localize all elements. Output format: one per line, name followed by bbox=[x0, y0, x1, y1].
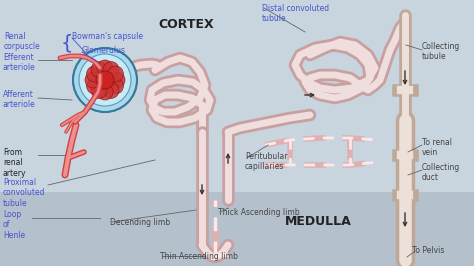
Circle shape bbox=[73, 48, 137, 112]
Circle shape bbox=[108, 66, 123, 82]
Circle shape bbox=[103, 62, 119, 78]
Circle shape bbox=[96, 71, 114, 89]
Text: Decending limb: Decending limb bbox=[110, 218, 170, 227]
Text: CORTEX: CORTEX bbox=[158, 18, 214, 31]
Text: Afferent
arteriole: Afferent arteriole bbox=[3, 90, 36, 109]
Text: Renal
corpuscle: Renal corpuscle bbox=[4, 32, 41, 51]
Text: Efferent
arteriole: Efferent arteriole bbox=[3, 53, 36, 72]
Text: Thin Ascending limb: Thin Ascending limb bbox=[160, 252, 238, 261]
Text: From
renal
artery: From renal artery bbox=[3, 148, 27, 178]
Text: Collecting
duct: Collecting duct bbox=[422, 163, 460, 182]
Text: MEDULLA: MEDULLA bbox=[284, 215, 351, 228]
Bar bbox=[0, 192, 474, 266]
Circle shape bbox=[108, 78, 123, 94]
Circle shape bbox=[97, 84, 113, 100]
Text: Glomerulus: Glomerulus bbox=[82, 46, 126, 55]
Circle shape bbox=[103, 82, 119, 98]
Circle shape bbox=[97, 60, 113, 76]
Circle shape bbox=[79, 54, 131, 106]
Text: Proximal
convoluted
tubule: Proximal convoluted tubule bbox=[3, 178, 46, 208]
Circle shape bbox=[87, 66, 102, 82]
Bar bbox=[0, 0, 474, 192]
Text: To Pelvis: To Pelvis bbox=[412, 246, 444, 255]
Circle shape bbox=[91, 62, 107, 78]
Circle shape bbox=[87, 78, 102, 94]
Text: To renal
vein: To renal vein bbox=[422, 138, 452, 157]
Text: Loop
of
Henle: Loop of Henle bbox=[3, 210, 25, 240]
Text: Bowman's capsule: Bowman's capsule bbox=[72, 32, 143, 41]
Text: Collecting
tubule: Collecting tubule bbox=[422, 42, 460, 61]
Circle shape bbox=[85, 72, 101, 88]
Text: Peritubular
capillaries: Peritubular capillaries bbox=[245, 152, 288, 171]
Text: {: { bbox=[61, 34, 73, 52]
Circle shape bbox=[91, 82, 107, 98]
Text: Distal convoluted
tubule: Distal convoluted tubule bbox=[262, 4, 329, 23]
Circle shape bbox=[109, 72, 125, 88]
Text: Thick Ascending limb: Thick Ascending limb bbox=[218, 208, 300, 217]
